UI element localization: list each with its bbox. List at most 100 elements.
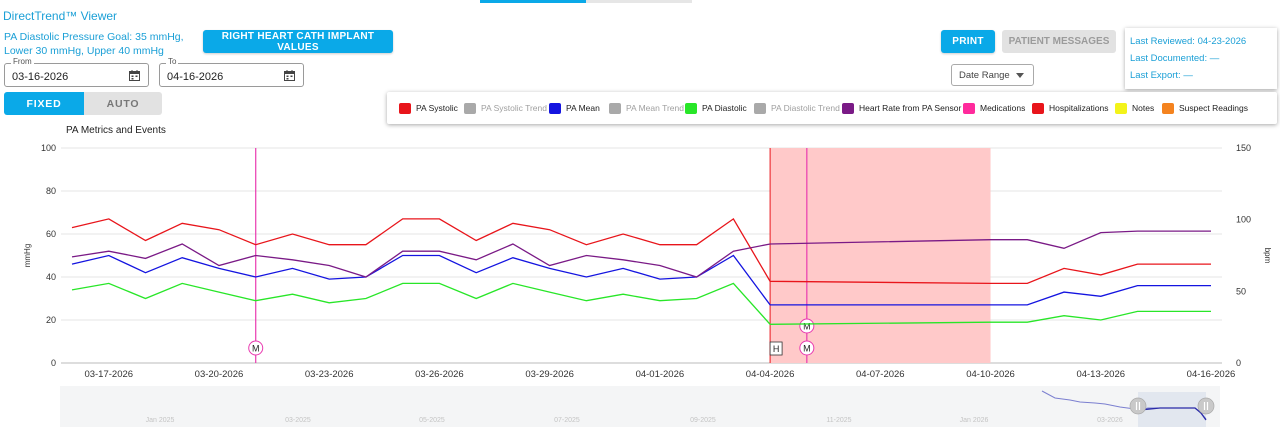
x-tick-label: 04-13-2026 — [1076, 369, 1125, 377]
legend-item-pa-mean-trend[interactable]: PA Mean Trend — [609, 102, 684, 114]
fixed-toggle-button[interactable]: FIXED — [4, 92, 84, 115]
chevron-down-icon — [1016, 73, 1024, 78]
legend-label: Hospitalizations — [1049, 103, 1109, 113]
legend-swatch — [609, 102, 621, 114]
legend-item-pa-mean[interactable]: PA Mean — [549, 102, 600, 114]
legend-item-hospitalizations[interactable]: Hospitalizations — [1032, 102, 1109, 114]
implant-values-button[interactable]: RIGHT HEART CATH IMPLANT VALUES — [203, 30, 393, 53]
medication-marker-label: M — [803, 344, 811, 354]
patient-messages-button[interactable]: PATIENT MESSAGES — [1002, 30, 1116, 53]
series-line-heart-rate-from-pa-sensor — [71, 230, 1211, 278]
series-line-pa-systolic — [71, 217, 1211, 285]
medication-marker-label: M — [252, 344, 260, 354]
active-tab-indicator — [480, 0, 586, 3]
navigator-sparkline-selected — [1139, 407, 1207, 421]
y-tick-label: 100 — [41, 143, 56, 153]
y-tick-label: 0 — [51, 358, 56, 368]
navigator-label: 11-2025 — [826, 417, 851, 424]
medication-marker-label: M — [803, 322, 811, 332]
legend-swatch — [1115, 102, 1127, 114]
date-range-label: Date Range — [959, 70, 1010, 81]
legend-item-pa-diastolic[interactable]: PA Diastolic — [685, 102, 747, 114]
calendar-icon[interactable] — [284, 70, 295, 81]
goal-line-2: Lower 30 mmHg, Upper 40 mmHg — [4, 45, 164, 57]
navigator-label: 05-2025 — [419, 417, 445, 424]
range-navigator[interactable]: Jan 2025 03-2025 05-2025 07-2025 09-2025 11-2… — [60, 386, 1220, 427]
y-tick-label: 80 — [46, 186, 56, 196]
x-tick-label: 03-20-2026 — [195, 369, 244, 377]
legend-swatch — [685, 102, 697, 114]
goal-text: PA Diastolic Pressure Goal: 35 mmHg, Low… — [4, 30, 184, 58]
medication-marker — [248, 340, 264, 356]
legend-label: Suspect Readings — [1179, 103, 1248, 113]
print-button[interactable]: PRINT — [941, 30, 995, 53]
chart-title: PA Metrics and Events — [66, 125, 166, 136]
to-date-value[interactable]: 04-16-2026 — [167, 71, 224, 83]
to-date-field[interactable]: To 04-16-2026 — [159, 57, 304, 87]
last-documented-text: Last Documented: — — [1130, 53, 1220, 64]
legend-swatch — [1162, 102, 1174, 114]
last-reviewed-text: Last Reviewed: 04-23-2026 — [1130, 36, 1247, 47]
legend-swatch — [464, 102, 476, 114]
legend-item-pa-diastolic-trend[interactable]: PA Diastolic Trend — [754, 102, 840, 114]
legend-swatch — [1032, 102, 1044, 114]
navigator-label: 03-2025 — [285, 417, 311, 424]
y2-axis-label: bpm — [1263, 248, 1272, 264]
chart-legend: PA Systolic PA Systolic Trend PA Mean PA Me… — [387, 92, 1277, 124]
navigator-label: Jan 2026 — [960, 417, 989, 424]
from-date-value[interactable]: 03-16-2026 — [12, 71, 69, 83]
legend-item-heart-rate-from-pa-sensor[interactable]: Heart Rate from PA Sensor — [842, 102, 961, 114]
legend-item-pa-systolic-trend[interactable]: PA Systolic Trend — [464, 102, 547, 114]
x-tick-label: 04-01-2026 — [636, 369, 685, 377]
series-line-pa-diastolic — [71, 282, 1211, 325]
x-tick-label: 03-29-2026 — [525, 369, 574, 377]
legend-label: PA Systolic Trend — [481, 103, 547, 113]
legend-swatch — [842, 102, 854, 114]
from-date-label: From — [11, 57, 34, 66]
y2-tick-label: 0 — [1236, 358, 1241, 368]
legend-label: Medications — [980, 103, 1026, 113]
goal-line-1: PA Diastolic Pressure Goal: 35 mmHg, — [4, 31, 184, 43]
review-panel: Last Reviewed: 04-23-2026 Last Documente… — [1125, 28, 1277, 89]
legend-swatch — [549, 102, 561, 114]
series-line-pa-mean — [71, 254, 1211, 306]
navigator-left-handle[interactable] — [1129, 397, 1147, 415]
calendar-icon[interactable] — [129, 70, 140, 81]
legend-label: PA Diastolic — [702, 103, 747, 113]
legend-item-notes[interactable]: Notes — [1115, 102, 1154, 114]
pa-metrics-chart: 0 20 40 60 80 100 0 50 100 150 mmHg bpm H M M M 03-17-20… — [23, 143, 1272, 377]
y-tick-label: 40 — [46, 272, 56, 282]
last-export-text: Last Export: — — [1130, 70, 1193, 81]
legend-label: PA Diastolic Trend — [771, 103, 840, 113]
x-tick-label: 04-10-2026 — [966, 369, 1015, 377]
from-date-field[interactable]: From 03-16-2026 — [4, 57, 149, 87]
auto-toggle-button[interactable]: AUTO — [84, 92, 162, 115]
hospitalization-marker-label: H — [773, 344, 780, 354]
legend-item-pa-systolic[interactable]: PA Systolic — [399, 102, 458, 114]
x-tick-label: 03-23-2026 — [305, 369, 354, 377]
inactive-tab-indicator — [586, 0, 692, 3]
legend-label: Notes — [1132, 103, 1155, 113]
y2-tick-label: 150 — [1236, 143, 1251, 153]
y-tick-label: 60 — [46, 229, 56, 239]
x-tick-label: 03-26-2026 — [415, 369, 464, 377]
legend-swatch — [399, 102, 411, 114]
x-tick-label: 04-04-2026 — [746, 369, 795, 377]
legend-swatch — [963, 102, 975, 114]
navigator-label: 09-2025 — [690, 417, 716, 424]
y2-tick-label: 50 — [1236, 286, 1246, 296]
legend-label: PA Mean Trend — [626, 103, 684, 113]
to-date-label: To — [166, 57, 179, 66]
legend-item-suspect-readings[interactable]: Suspect Readings — [1162, 102, 1248, 114]
navigator-label: 03-2026 — [1097, 417, 1123, 424]
navigator-right-handle[interactable] — [1197, 397, 1215, 415]
y-axis-label: mmHg — [23, 244, 32, 268]
legend-label: PA Mean — [566, 103, 600, 113]
x-tick-label: 04-16-2026 — [1187, 369, 1236, 377]
legend-label: PA Systolic — [416, 103, 458, 113]
date-range-select[interactable]: Date Range — [951, 64, 1034, 86]
navigator-label: 07-2025 — [554, 417, 580, 424]
legend-item-medications[interactable]: Medications — [963, 102, 1025, 114]
x-tick-label: 04-07-2026 — [856, 369, 905, 377]
navigator-label: Jan 2025 — [146, 417, 175, 424]
